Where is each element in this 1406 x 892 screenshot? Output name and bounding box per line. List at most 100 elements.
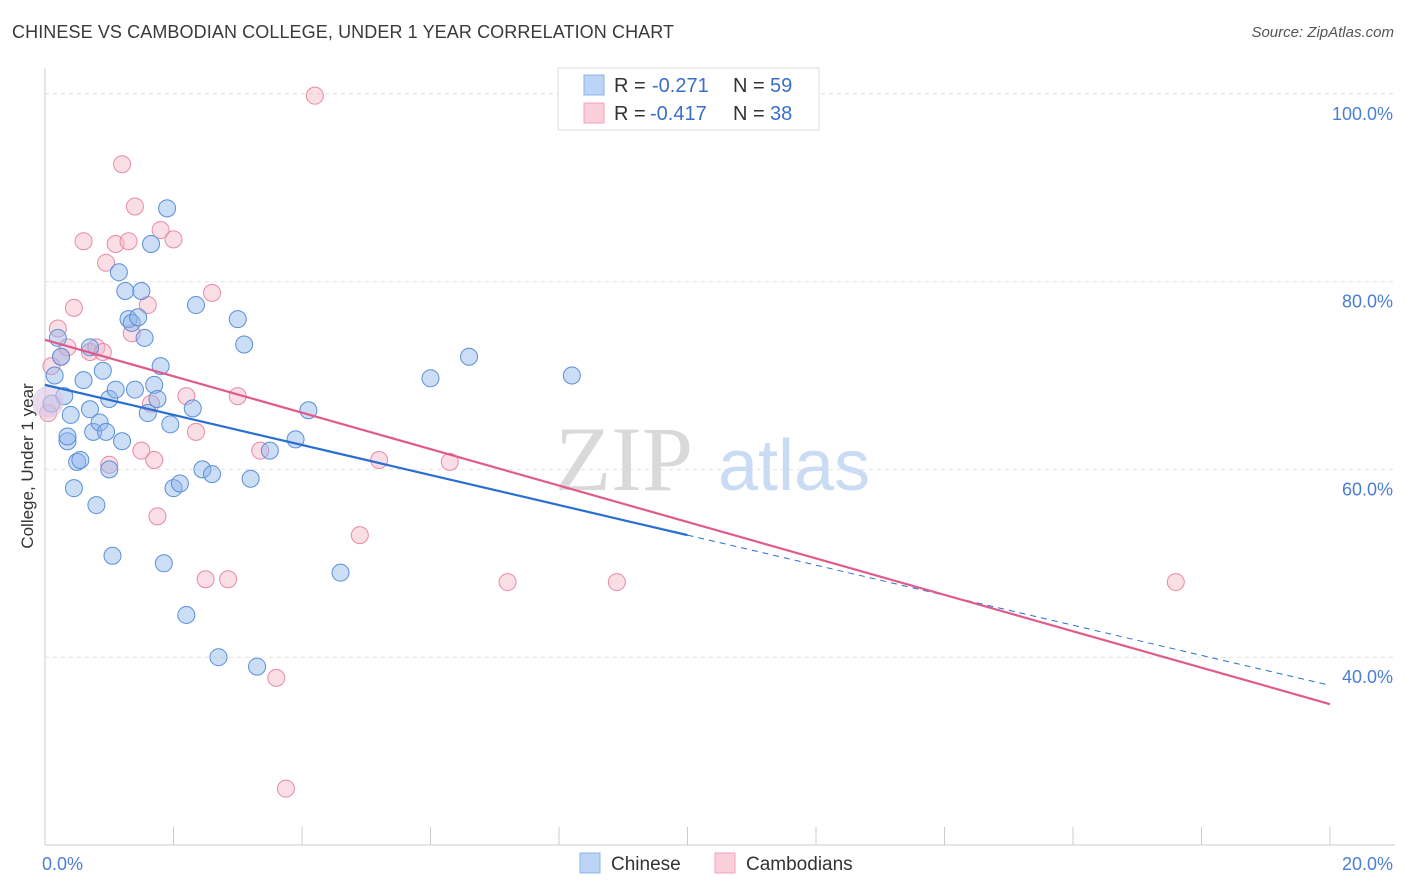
series-legend-swatch-cambodians [714, 852, 736, 874]
chinese-trend-line [44, 383, 688, 537]
chinese-point [100, 460, 119, 479]
cambodian-point [148, 507, 167, 526]
chinese-point [145, 375, 164, 394]
cluster-point [32, 386, 64, 418]
series-legend-chinese: Chinese [611, 854, 681, 875]
chinese-point [183, 399, 202, 418]
cambodian-point [607, 573, 626, 592]
chinese-point [135, 328, 154, 347]
watermark-zip: ZIP [555, 408, 693, 510]
chinese-point [84, 422, 103, 441]
chart-title: CHINESE VS CAMBODIAN COLLEGE, UNDER 1 YE… [12, 22, 675, 42]
chinese-point [52, 347, 71, 366]
chinese-point [460, 347, 479, 366]
cambodian-point [267, 668, 286, 687]
series-legend-cambodians: Cambodians [746, 854, 853, 875]
trend-lines [44, 338, 1331, 706]
chinese-point [93, 361, 112, 380]
y-tick-label: 40.0% [1342, 667, 1393, 687]
cambodian-point [151, 220, 170, 239]
chinese-point [562, 366, 581, 385]
series-legend-swatch-chinese [579, 852, 601, 874]
chinese-point [103, 546, 122, 565]
cambodian-point [132, 441, 151, 460]
cambodian-point [125, 197, 144, 216]
chinese-point [421, 369, 440, 388]
chinese-point [158, 199, 177, 218]
cambodian-point [119, 232, 138, 251]
chinese-point [331, 563, 350, 582]
legend-n-value-chinese: 59 [770, 75, 792, 97]
chinese-point [209, 648, 228, 667]
cambodian-point [42, 357, 61, 376]
chinese-point [235, 335, 254, 354]
chinese-point [90, 413, 109, 432]
chinese-point [61, 405, 80, 424]
cambodian-point [196, 570, 215, 589]
series-legend: Chinese Cambodians [579, 852, 853, 875]
x-tick-labels: 0.0% 20.0% [42, 854, 1393, 874]
cambodian-point [251, 441, 270, 460]
y-axis-label: College, Under 1 year [18, 383, 37, 549]
legend-n-label-chinese: N = [733, 75, 765, 97]
chinese-point [161, 415, 180, 434]
legend-swatch-cambodians [583, 102, 605, 124]
cambodian-point [219, 570, 238, 589]
chinese-point [154, 554, 173, 573]
cambodian-point [305, 86, 324, 105]
cambodian-point [113, 155, 132, 174]
chinese-point [186, 296, 205, 315]
axes [44, 68, 1395, 846]
cambodian-point [87, 338, 106, 357]
cambodian-point [97, 253, 116, 272]
chinese-point [125, 380, 144, 399]
cambodian-point [64, 298, 83, 317]
y-tick-label: 80.0% [1342, 292, 1393, 312]
chinese-point [248, 657, 267, 676]
cambodian-point [100, 455, 119, 474]
chinese-point [228, 310, 247, 329]
legend-r-value-chinese: -0.271 [652, 75, 709, 97]
cambodian-point [498, 573, 517, 592]
chinese-point [68, 452, 87, 471]
legend-swatch-chinese [583, 74, 605, 96]
cambodian-point [203, 283, 222, 302]
cambodian-point [164, 230, 183, 249]
x-tick-label: 0.0% [42, 854, 83, 874]
legend-n-label-cambodians: N = [733, 103, 765, 125]
y-tick-label: 100.0% [1332, 104, 1393, 124]
chinese-point [193, 460, 212, 479]
chinese-point [71, 451, 90, 469]
y-tick-label: 60.0% [1342, 479, 1393, 499]
legend-n-value-cambodians: 38 [770, 103, 792, 125]
cambodian-point [74, 232, 93, 251]
cambodian-point [370, 451, 389, 469]
chinese-point [113, 432, 132, 451]
chinese-point [170, 474, 189, 493]
chinese-point [116, 281, 135, 300]
y-tick-labels: 40.0% 60.0% 80.0% 100.0% [1332, 104, 1393, 687]
chinese-point [87, 496, 106, 515]
legend-r-value-cambodians: -0.417 [650, 103, 707, 125]
chinese-point [132, 281, 151, 300]
cambodian-point [350, 526, 369, 545]
chinese-point [64, 479, 83, 498]
cambodian-point [1166, 573, 1185, 592]
stats-legend: R = -0.271 N = 59 R = -0.417 N = 38 [557, 67, 820, 131]
chinese-point [177, 605, 196, 624]
x-tick-label: 20.0% [1342, 854, 1393, 874]
gridlines [45, 93, 1395, 658]
chinese-trend-extension [687, 534, 1331, 686]
chinese-point [106, 380, 125, 399]
chinese-point [203, 465, 222, 484]
chinese-point [58, 432, 77, 451]
chinese-point [45, 366, 64, 385]
cambodian-point [276, 779, 295, 798]
watermark-atlas: atlas [718, 426, 870, 506]
chinese-point [142, 235, 161, 254]
legend-r-label-cambodians: R = [614, 103, 646, 125]
chinese-point [241, 469, 260, 488]
chinese-point [109, 263, 128, 282]
cambodian-point [440, 452, 459, 471]
